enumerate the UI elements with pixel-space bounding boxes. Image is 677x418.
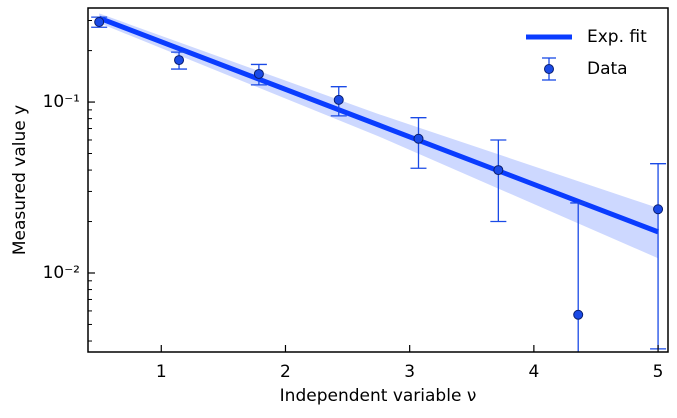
data-point	[253, 68, 264, 79]
data-point	[653, 204, 664, 215]
legend-label: Data	[587, 59, 628, 79]
x-tick-label: 1	[156, 362, 167, 382]
data-point	[413, 133, 424, 144]
y-tick-label: 10⁻²	[43, 263, 80, 283]
data-point	[94, 16, 105, 27]
x-tick-label: 3	[404, 362, 415, 382]
legend-swatch	[544, 64, 554, 74]
confidence-band	[99, 13, 659, 259]
x-tick-label: 2	[280, 362, 291, 382]
data-point	[573, 309, 584, 320]
plot-area	[91, 13, 667, 352]
data-point	[333, 94, 344, 105]
data-point	[493, 165, 504, 176]
x-tick-label: 5	[653, 362, 664, 382]
y-tick-label: 10⁻¹	[43, 92, 80, 112]
x-axis-label: Independent variable ν	[280, 386, 477, 406]
axes-frame	[87, 7, 669, 353]
x-tick-label: 4	[528, 362, 539, 382]
y-axis-label: Measured value y	[10, 105, 30, 255]
data-point	[174, 55, 185, 66]
legend-label: Exp. fit	[587, 27, 647, 47]
fit-line	[98, 15, 659, 235]
